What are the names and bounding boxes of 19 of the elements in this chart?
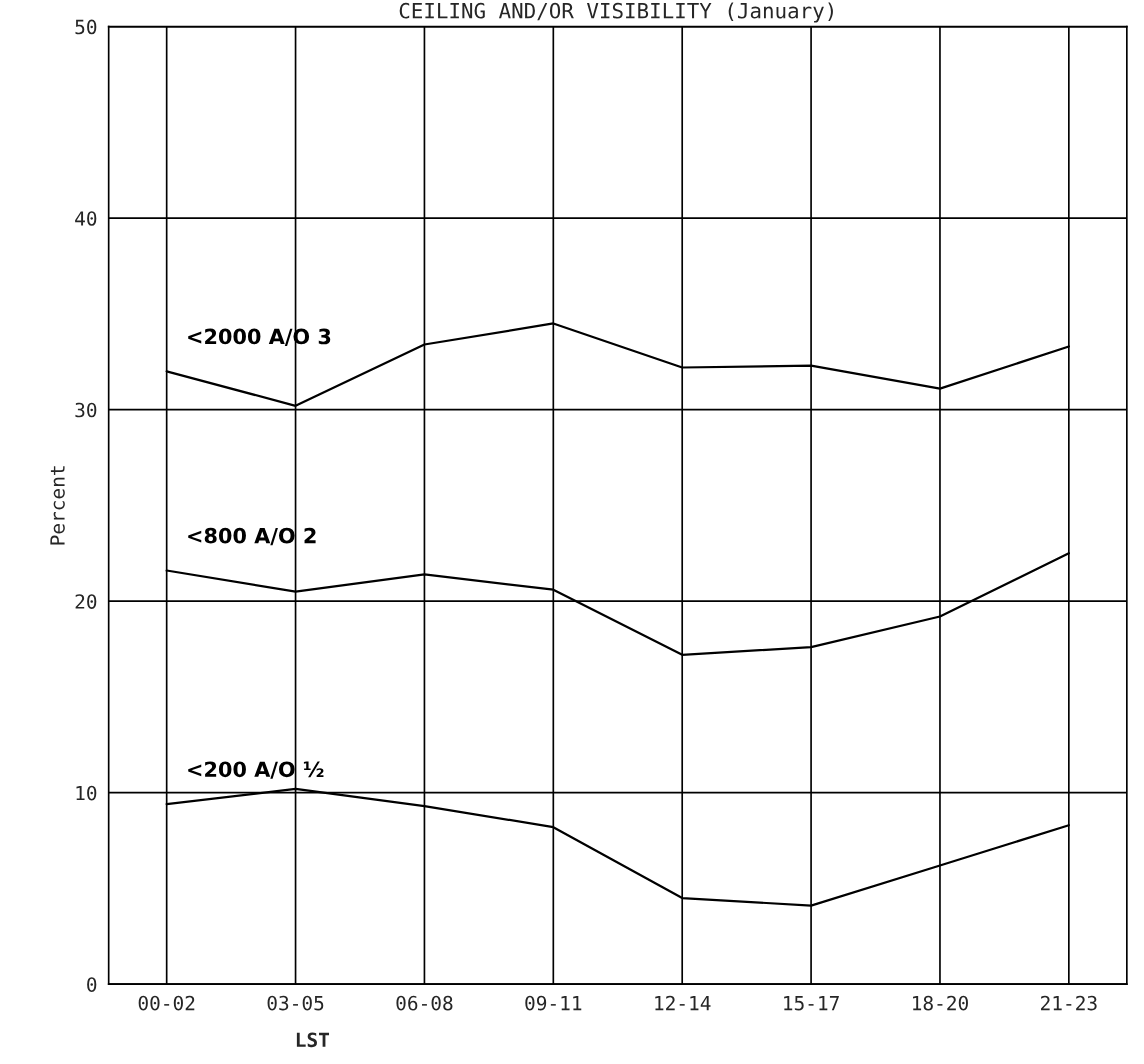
y-axis-title: Percent xyxy=(50,466,65,545)
chart-title: CEILING AND/OR VISIBILITY (January) xyxy=(399,2,833,23)
y-tick-label: 10 xyxy=(76,785,97,801)
x-tick-label: 21-23 xyxy=(1041,995,1097,1011)
y-tick-label: 30 xyxy=(75,402,97,418)
y-tick-label: 20 xyxy=(75,594,97,609)
y-tick-label: 50 xyxy=(75,19,97,35)
x-axis-title: LST xyxy=(296,1032,330,1048)
x-tick-label: 15-17 xyxy=(784,996,839,1011)
x-tick-label: 00-02 xyxy=(138,995,195,1011)
x-tick-label: 09-11 xyxy=(525,995,582,1011)
x-tick-label: 12-14 xyxy=(655,995,711,1011)
y-tick-label: 0 xyxy=(87,977,97,992)
x-tick-label: 03-05 xyxy=(267,995,324,1011)
x-tick-label: 18-20 xyxy=(913,995,968,1011)
x-tick-label: 06-08 xyxy=(396,995,453,1011)
series-label: <800 A/O 2 xyxy=(188,527,316,546)
series-label: <200 A/O ½ xyxy=(188,761,324,779)
y-tick-label: 40 xyxy=(75,211,97,226)
